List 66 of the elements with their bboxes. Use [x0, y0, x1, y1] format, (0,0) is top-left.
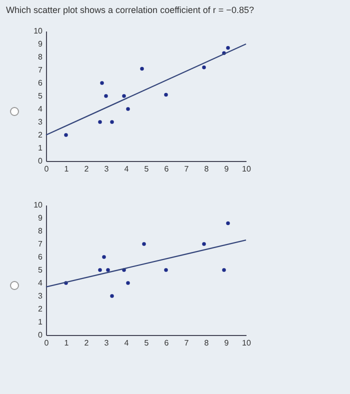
- x-tick-label: 5: [144, 338, 150, 348]
- point: [222, 268, 226, 272]
- x-tick-label: 4: [124, 164, 130, 174]
- y-tick-label: 8: [38, 226, 44, 236]
- point: [226, 46, 230, 50]
- y-tick-label: 5: [38, 92, 44, 100]
- point: [122, 94, 126, 98]
- point: [140, 66, 144, 71]
- point: [202, 66, 206, 70]
- y-tick-label: 0: [38, 156, 44, 166]
- y-tick-label: 2: [38, 304, 44, 314]
- x-tick-label: 0: [44, 338, 50, 348]
- y-tick-label: 1: [38, 144, 44, 152]
- x-tick-label: 9: [224, 338, 230, 348]
- y-tick-label: 7: [38, 66, 44, 74]
- x-tick-label: 2: [84, 338, 90, 348]
- x-tick-label: 7: [184, 338, 190, 348]
- y-tick-label: 1: [38, 318, 44, 326]
- x-tick-label: 1: [64, 338, 70, 348]
- x-tick-label: 10: [242, 164, 252, 174]
- y-tick-label: 3: [38, 292, 44, 300]
- point: [64, 133, 68, 137]
- x-tick-label: 5: [144, 164, 150, 174]
- point: [164, 92, 168, 97]
- point: [142, 242, 146, 246]
- y-tick-label: 7: [38, 240, 44, 248]
- y-tick-label: 4: [38, 104, 44, 114]
- point: [98, 120, 102, 124]
- point: [106, 268, 110, 272]
- y-tick-label: 2: [38, 130, 44, 140]
- point: [126, 281, 130, 285]
- y-tick-label: 6: [38, 78, 44, 88]
- point: [102, 255, 106, 259]
- y-tick-label: 3: [38, 118, 44, 126]
- y-tick-label: 10: [34, 200, 44, 210]
- y-tick-label: 9: [38, 214, 44, 222]
- y-tick-label: 4: [38, 278, 44, 288]
- x-tick-label: 0: [44, 164, 50, 174]
- y-tick-label: 9: [38, 40, 44, 48]
- y-tick-label: 10: [34, 26, 44, 36]
- y-tick-label: 8: [38, 52, 44, 62]
- point: [226, 221, 230, 226]
- x-tick-label: 2: [84, 164, 90, 174]
- y-tick-label: 6: [38, 252, 44, 262]
- x-tick-label: 3: [104, 338, 110, 348]
- x-tick-label: 9: [224, 164, 230, 174]
- x-tick-label: 3: [104, 164, 110, 174]
- x-tick-label: 6: [164, 338, 170, 348]
- chart-title: Which scatter plot shows a correlation coefficient of r = −0.85?: [6, 5, 254, 15]
- y-tick-label: 0: [38, 330, 44, 340]
- x-tick-label: 6: [164, 164, 170, 174]
- x-tick-label: 1: [64, 164, 70, 174]
- y-tick-label: 5: [38, 266, 44, 274]
- point: [202, 242, 206, 246]
- point: [110, 294, 114, 298]
- point: [98, 268, 102, 272]
- x-tick-label: 7: [184, 164, 190, 174]
- point: [104, 94, 108, 98]
- x-tick-label: 4: [124, 338, 130, 348]
- point: [164, 268, 168, 272]
- x-tick-label: 8: [204, 164, 210, 174]
- point: [100, 81, 104, 85]
- point: [110, 120, 114, 124]
- x-tick-label: 8: [204, 338, 210, 348]
- point: [126, 107, 130, 111]
- x-tick-label: 10: [242, 338, 252, 348]
